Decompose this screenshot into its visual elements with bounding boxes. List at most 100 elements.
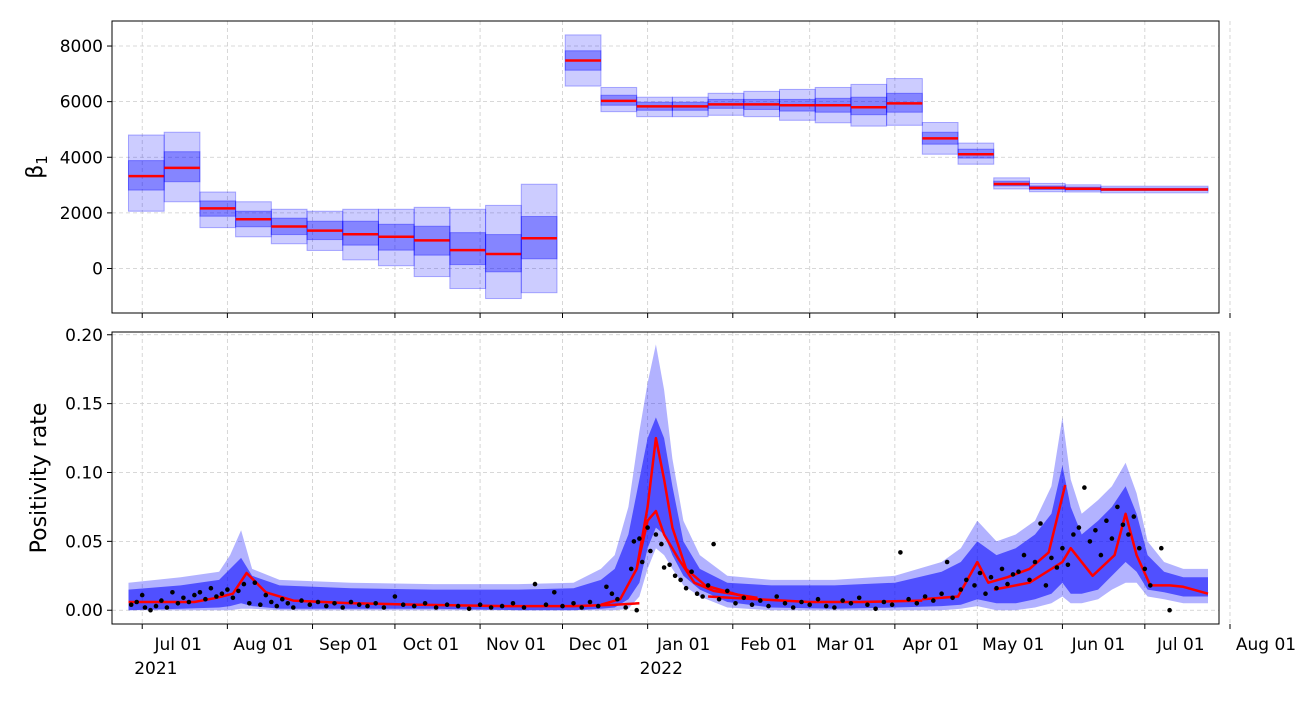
beta-segment bbox=[306, 210, 344, 251]
observed-point bbox=[186, 599, 192, 605]
observed-point bbox=[1148, 583, 1153, 588]
observed-point bbox=[1060, 545, 1065, 551]
observed-point bbox=[634, 607, 639, 613]
beta-segment bbox=[270, 208, 308, 245]
beta-panel: 0 2000 4000 6000 8000 β1 bbox=[23, 20, 1231, 318]
observed-point bbox=[381, 605, 387, 610]
observed-point bbox=[571, 601, 576, 606]
observed-point bbox=[1071, 532, 1076, 537]
observed-point bbox=[994, 585, 999, 591]
beta-segment bbox=[707, 92, 745, 116]
observed-point bbox=[510, 601, 516, 606]
observed-point bbox=[230, 595, 236, 601]
x-tick-label: Aug 01 bbox=[1236, 635, 1296, 655]
beta-segment bbox=[342, 208, 379, 261]
observed-point bbox=[700, 594, 705, 599]
observed-point bbox=[269, 599, 274, 605]
observed-point bbox=[595, 603, 601, 609]
beta-segment bbox=[778, 88, 816, 121]
beta-segment bbox=[993, 177, 1030, 190]
beta-segment bbox=[1100, 185, 1209, 194]
observed-point bbox=[499, 603, 505, 609]
y-axis-label-symbol: β bbox=[23, 165, 48, 179]
observed-point bbox=[1104, 518, 1109, 523]
observed-point bbox=[1082, 485, 1087, 490]
observed-point bbox=[444, 602, 450, 607]
observed-point bbox=[881, 599, 887, 605]
observed-point bbox=[1109, 536, 1115, 541]
observed-point bbox=[958, 587, 964, 592]
observed-point bbox=[931, 598, 936, 603]
beta-segment bbox=[850, 83, 888, 127]
observed-point bbox=[299, 598, 304, 603]
x-tick-label: May 01 bbox=[982, 635, 1044, 655]
observed-point bbox=[733, 601, 738, 606]
observed-point bbox=[521, 605, 527, 610]
beta-segment bbox=[163, 131, 201, 203]
beta-outer-band bbox=[850, 83, 888, 127]
x-tick-label: Jun 01 bbox=[1071, 635, 1126, 655]
observed-point bbox=[170, 590, 175, 595]
beta-segment bbox=[199, 191, 237, 229]
beta-segment bbox=[886, 78, 923, 126]
beta-segment bbox=[636, 96, 673, 118]
beta-outer-band bbox=[449, 208, 487, 290]
observed-point bbox=[648, 548, 653, 554]
observed-point bbox=[332, 601, 337, 606]
x-tick-label: Jul 01 bbox=[153, 635, 202, 655]
plot-frame bbox=[111, 331, 1220, 625]
observed-point bbox=[411, 603, 417, 609]
observed-point bbox=[307, 602, 313, 607]
observed-point bbox=[964, 577, 969, 583]
observed-point bbox=[134, 599, 139, 605]
observed-point bbox=[1159, 545, 1164, 551]
y-tick-label: 0.00 bbox=[65, 601, 103, 621]
observed-point bbox=[637, 536, 642, 541]
beta-outer-band bbox=[199, 191, 237, 229]
observed-point bbox=[766, 603, 771, 609]
beta-segment bbox=[485, 204, 522, 300]
observed-point bbox=[711, 541, 716, 547]
observed-point bbox=[1005, 581, 1010, 587]
observed-point bbox=[142, 605, 148, 610]
observed-point bbox=[653, 532, 659, 537]
beta-segment bbox=[921, 122, 959, 155]
observed-point bbox=[164, 605, 170, 610]
observed-point bbox=[373, 601, 379, 606]
observed-point bbox=[914, 601, 920, 606]
observed-point bbox=[832, 605, 837, 610]
observed-point bbox=[741, 595, 747, 601]
observed-point bbox=[898, 550, 903, 555]
observed-point bbox=[1131, 514, 1137, 519]
observed-point bbox=[139, 592, 145, 598]
x-tick-year-label: 2021 bbox=[134, 659, 177, 679]
beta-segment bbox=[671, 96, 709, 118]
observed-point bbox=[1027, 577, 1032, 583]
observed-point bbox=[983, 591, 988, 596]
observed-point bbox=[560, 603, 565, 609]
observed-point bbox=[988, 574, 994, 580]
x-tick-label: Jan 01 bbox=[656, 635, 710, 655]
observed-point bbox=[840, 598, 845, 603]
observed-point bbox=[175, 601, 181, 606]
observed-point bbox=[672, 573, 678, 579]
observed-point bbox=[579, 605, 584, 610]
observed-point bbox=[689, 569, 694, 574]
x-tick-year-label: 2022 bbox=[640, 659, 683, 679]
plot-frame bbox=[111, 20, 1220, 314]
positivity-inner-band bbox=[128, 417, 1208, 611]
observed-point bbox=[856, 595, 862, 601]
y-tick-label: 0 bbox=[92, 260, 103, 280]
observed-point bbox=[1115, 504, 1120, 510]
observed-point bbox=[274, 603, 280, 609]
observed-point bbox=[694, 591, 700, 596]
observed-point bbox=[1043, 583, 1049, 588]
observed-point bbox=[422, 601, 428, 606]
beta-segment bbox=[127, 134, 165, 212]
beta-segment bbox=[743, 90, 780, 118]
observed-point bbox=[214, 594, 219, 599]
observed-point bbox=[725, 588, 730, 594]
x-tick-label: Aug 01 bbox=[233, 635, 293, 655]
